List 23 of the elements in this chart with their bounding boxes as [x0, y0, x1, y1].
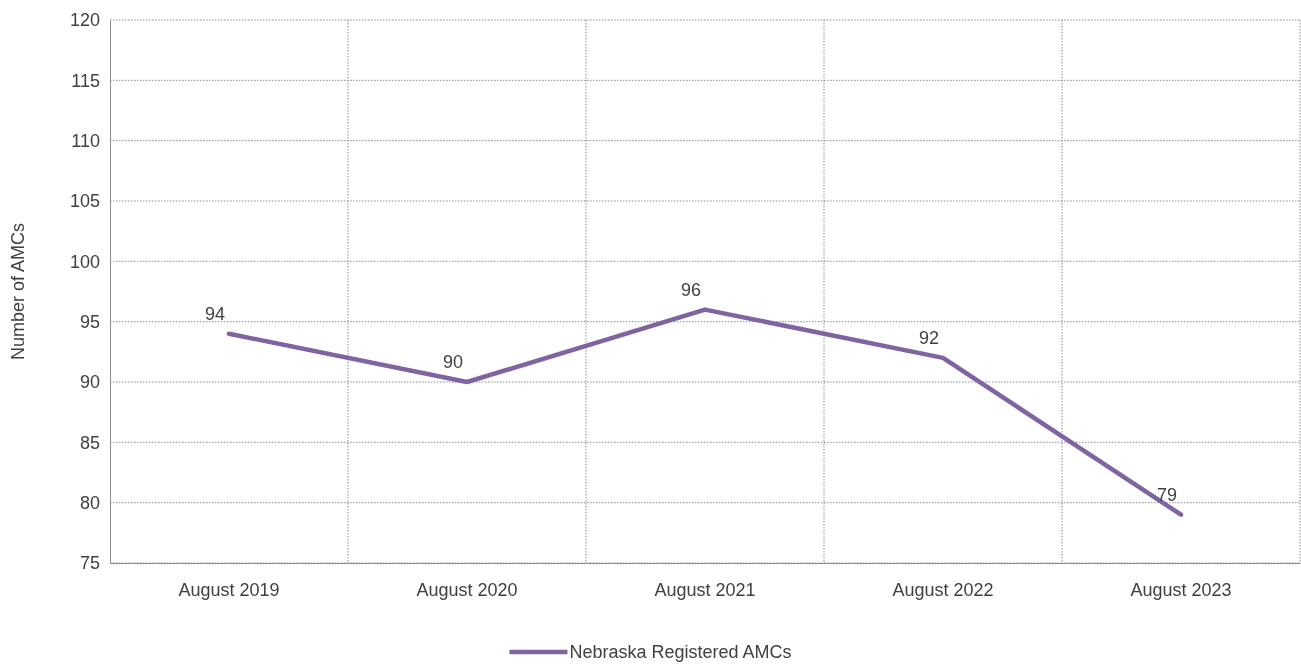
x-tick-label: August 2019: [178, 579, 280, 600]
y-tick-label: 115: [71, 70, 100, 91]
y-tick-label: 95: [79, 311, 100, 332]
data-label: 92: [918, 327, 940, 348]
data-label: 90: [442, 352, 464, 372]
y-tick-label: 90: [79, 372, 100, 393]
x-tick-label: August 2022: [892, 579, 994, 600]
y-tick-label: 110: [71, 130, 100, 151]
y-tick-label: 100: [69, 251, 100, 272]
data-label: 94: [204, 303, 226, 324]
x-tick-label: August 2021: [654, 579, 756, 600]
x-tick-label: August 2023: [1130, 579, 1232, 600]
legend-label: Nebraska Registered AMCs: [569, 642, 792, 662]
y-axis-title: Number of AMCs: [8, 222, 28, 361]
y-tick-label: 75: [79, 553, 100, 574]
data-label: 79: [1156, 484, 1178, 505]
x-tick-label: August 2020: [416, 579, 518, 600]
y-tick-label: 120: [69, 10, 100, 31]
y-tick-label: 105: [69, 191, 100, 212]
y-tick-label: 85: [79, 432, 100, 453]
y-tick-label: 80: [79, 492, 100, 513]
data-label: 96: [680, 279, 702, 300]
line-series: [226, 307, 1184, 517]
